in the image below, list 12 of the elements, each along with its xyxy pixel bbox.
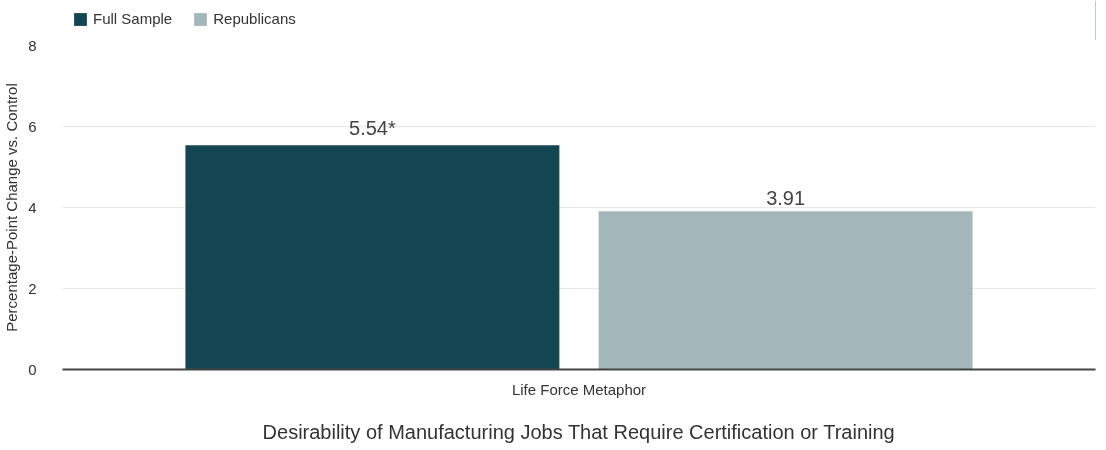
y-tick-label: 2 (28, 279, 37, 297)
x-tick-label: Life Force Metaphor (511, 380, 647, 398)
x-axis-title: Desirability of Manufacturing Jobs That Require Certification or Training (262, 420, 895, 443)
y-tick-label: 4 (28, 198, 37, 216)
y-axis-title: Percentage-Point Change vs. Control (3, 83, 21, 332)
y-tick-label: 0 (28, 360, 37, 378)
y-tick-label: 8 (28, 36, 37, 54)
data-label: 5.54* (349, 117, 396, 140)
legend-label: Full Sample (93, 10, 173, 27)
data-label: 3.91 (766, 187, 806, 210)
y-tick-label: 6 (28, 117, 37, 135)
legend-label: Republicans (213, 10, 296, 27)
